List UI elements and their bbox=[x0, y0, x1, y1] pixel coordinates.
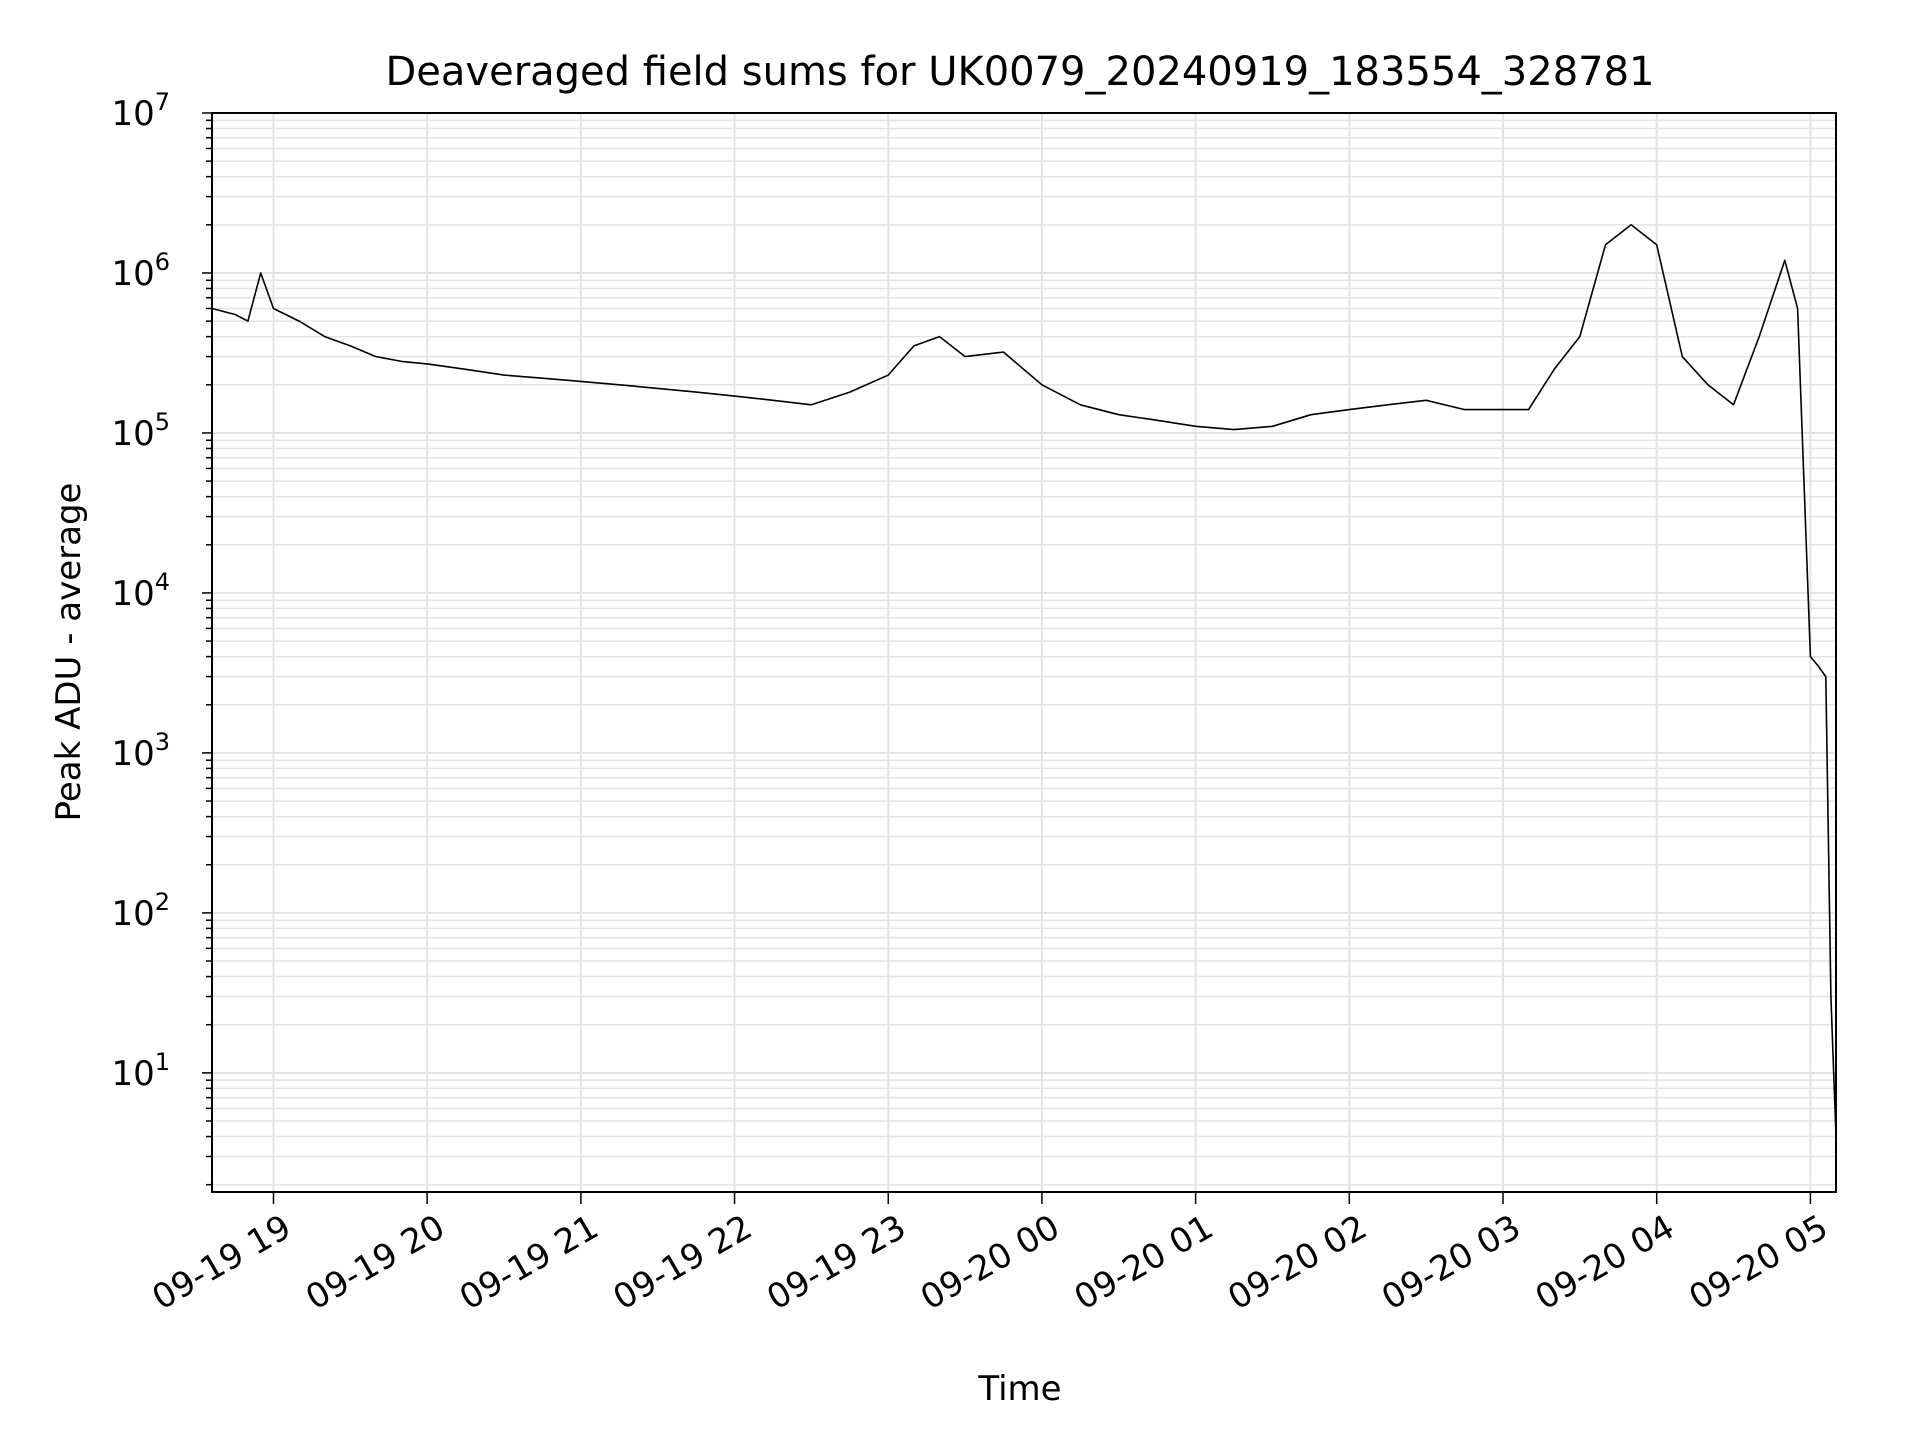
x-axis-label: Time bbox=[977, 1369, 1061, 1409]
series-layer bbox=[211, 224, 1837, 1137]
y-tick-label: 104 bbox=[111, 568, 170, 614]
y-tick-label: 101 bbox=[111, 1048, 170, 1094]
series-line-0 bbox=[211, 224, 1837, 1137]
chart-title: Deaveraged field sums for UK0079_2024091… bbox=[385, 49, 1654, 95]
plot-frame bbox=[211, 112, 1837, 1193]
y-tick-label: 106 bbox=[111, 248, 170, 294]
y-axis-label: Peak ADU - average bbox=[49, 483, 89, 822]
y-tick-label: 103 bbox=[111, 728, 170, 774]
y-tick-label: 105 bbox=[111, 408, 170, 454]
grid bbox=[212, 112, 1836, 1192]
y-tick-label: 102 bbox=[111, 888, 170, 934]
y-tick-label: 107 bbox=[111, 88, 170, 134]
